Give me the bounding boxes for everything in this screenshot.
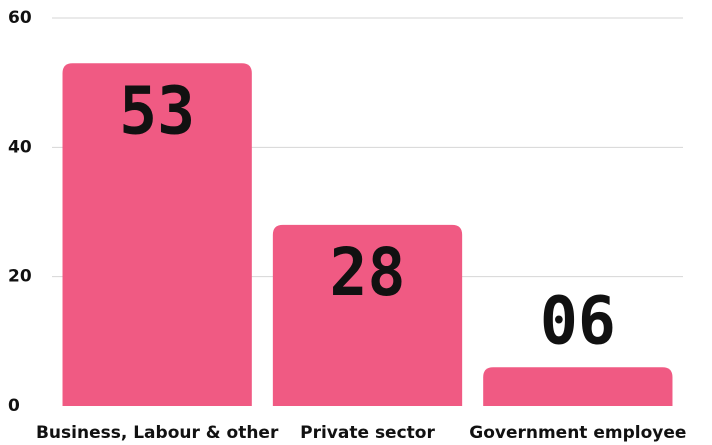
y-tick-label: 60 — [8, 8, 32, 28]
bar — [62, 63, 252, 407]
x-tick-label: Private sector — [300, 423, 435, 443]
bar — [483, 367, 673, 406]
data-label: 06 — [540, 282, 616, 359]
bar — [272, 224, 463, 406]
data-label: 53 — [119, 72, 195, 149]
y-tick-label: 20 — [8, 267, 32, 287]
y-tick-label: 0 — [8, 396, 20, 416]
x-tick-label: Business, Labour & other — [36, 423, 279, 443]
y-tick-label: 40 — [8, 137, 32, 157]
x-tick-label: Government employee — [469, 423, 686, 443]
data-label: 28 — [330, 234, 406, 311]
